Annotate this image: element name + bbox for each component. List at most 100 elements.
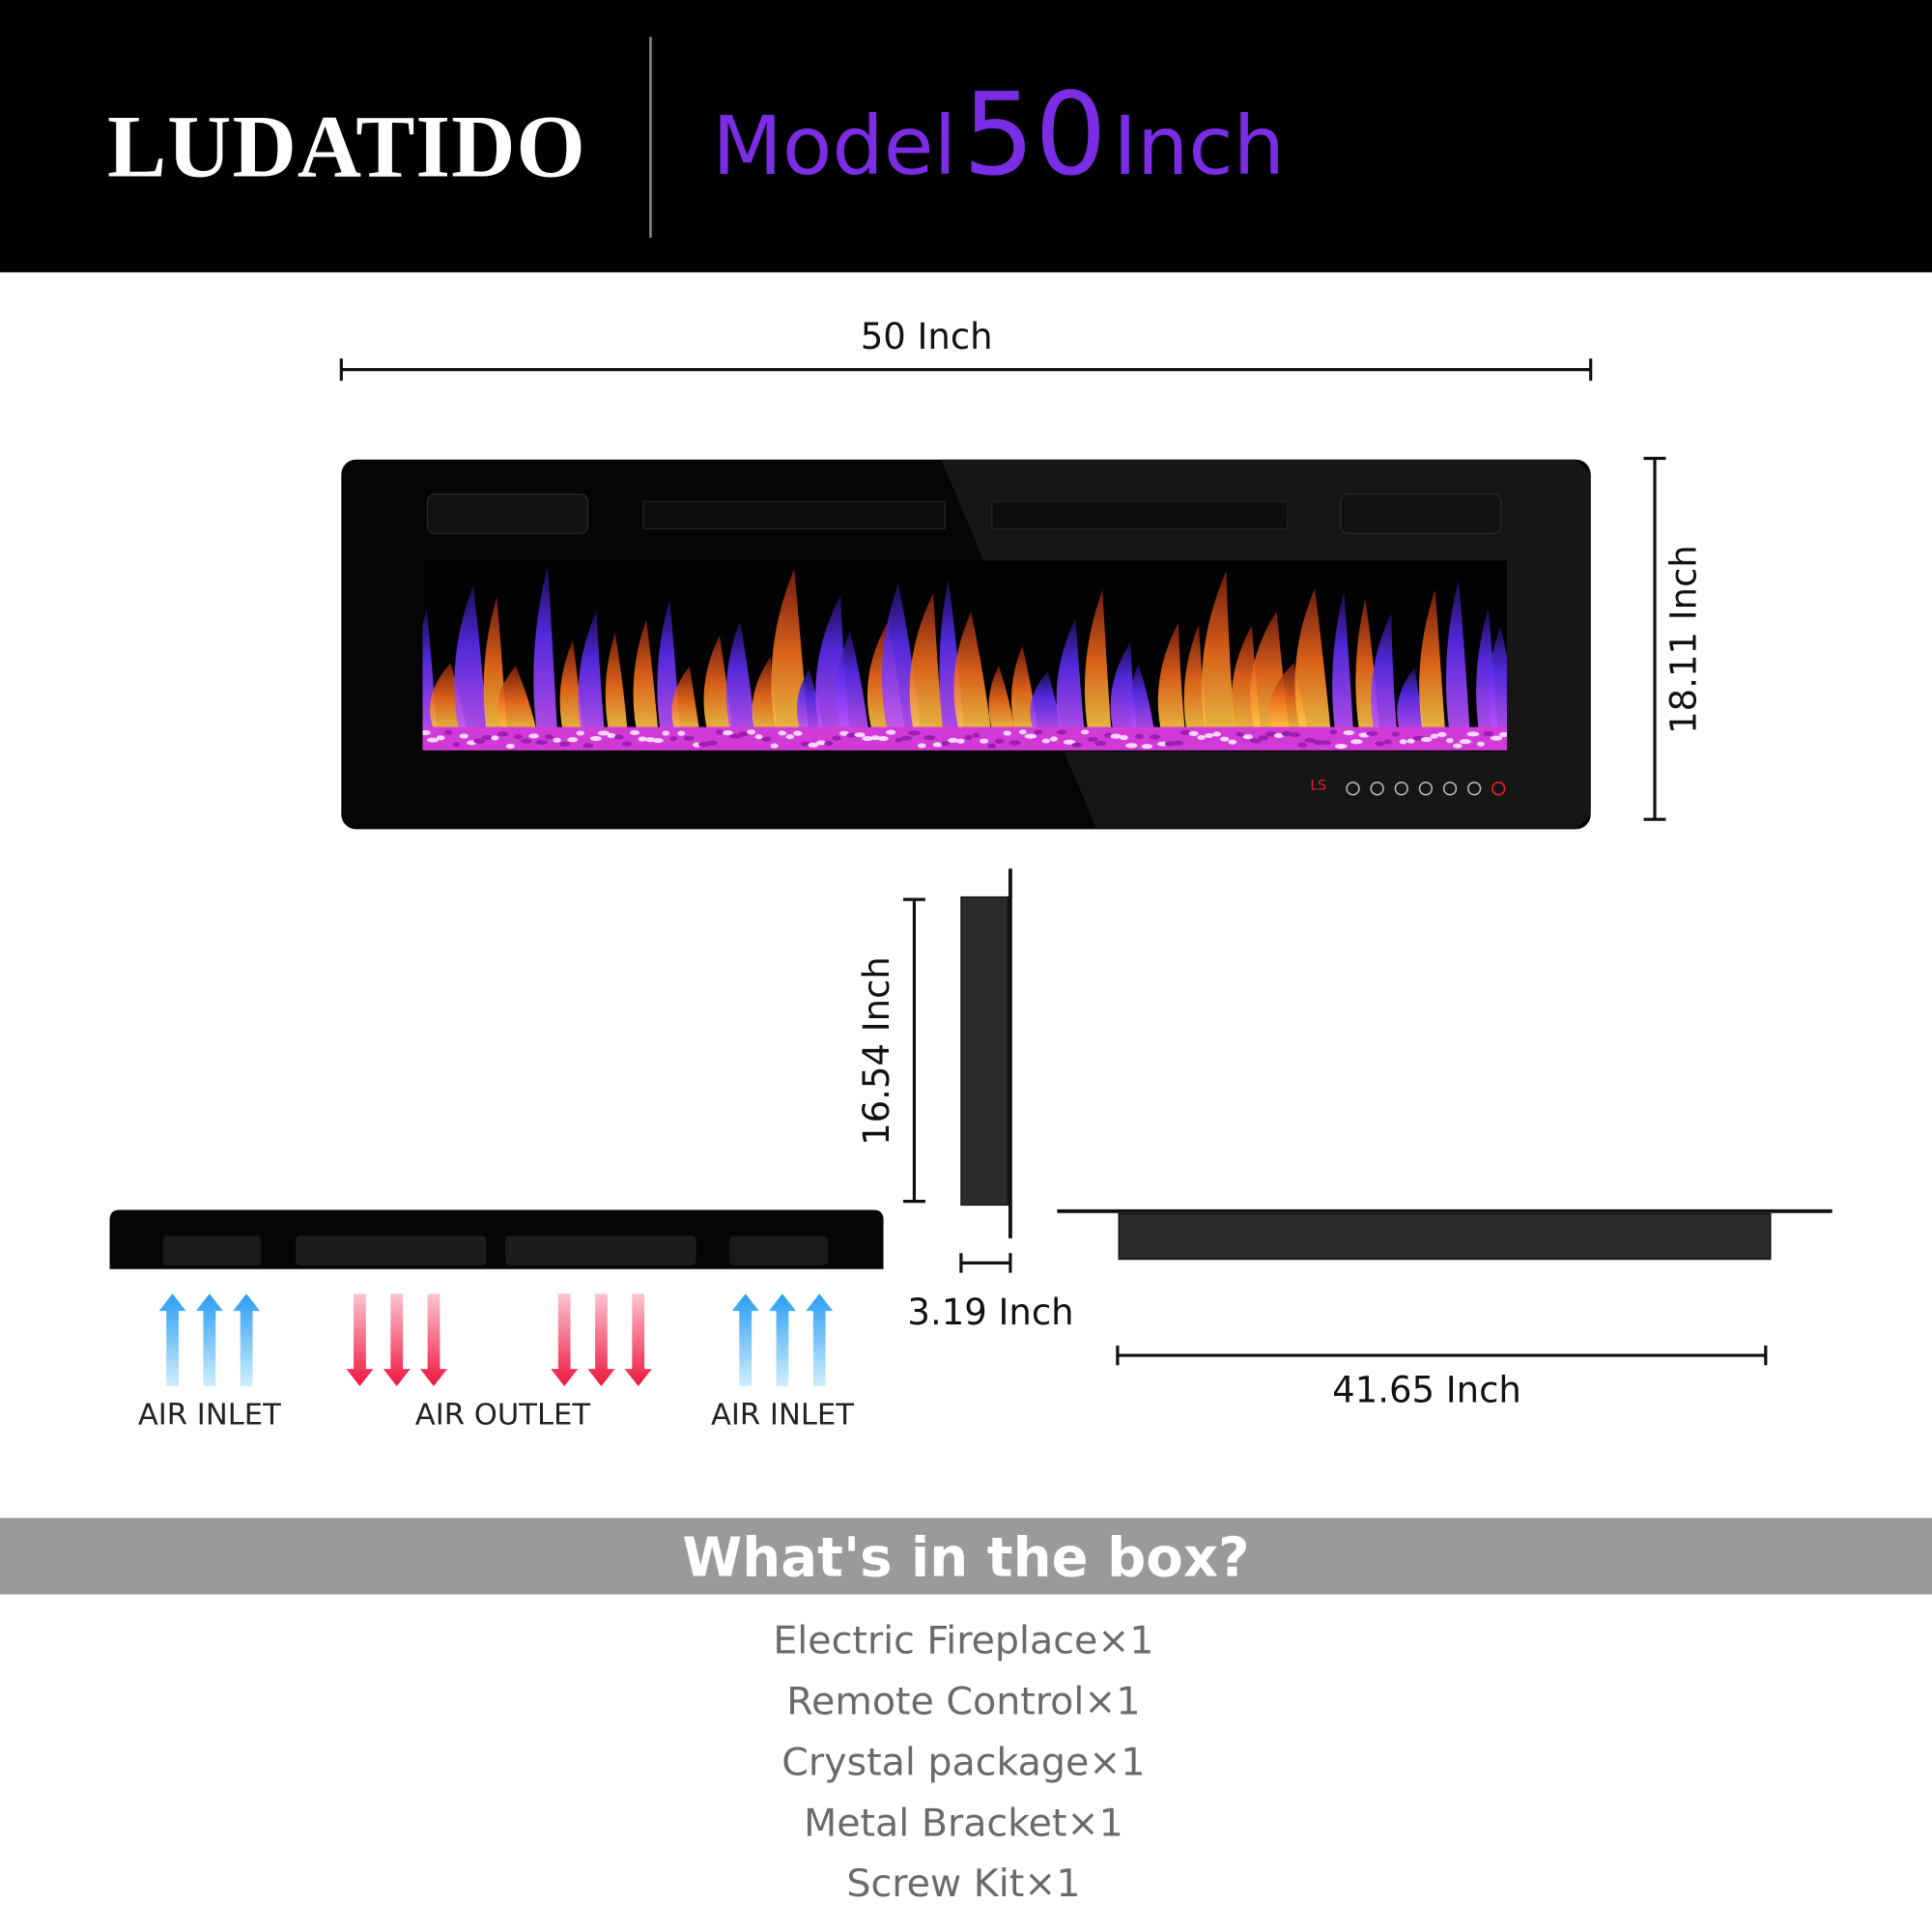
control-button (1394, 781, 1408, 796)
crystal (964, 734, 973, 741)
flame (703, 635, 733, 733)
outlet-arrow (383, 1293, 411, 1386)
crystal (589, 735, 602, 742)
crystal (683, 735, 695, 741)
inlet-arrow (233, 1293, 261, 1386)
inlet-arrow (806, 1293, 834, 1386)
crystal (1024, 733, 1037, 739)
dim-inner-height: 16.54 Inch (856, 956, 897, 1146)
crystal (1236, 731, 1244, 737)
crystal (576, 730, 584, 736)
outlet-arrow (587, 1293, 615, 1386)
crystal (854, 732, 866, 738)
flame (605, 632, 628, 733)
control-button (1418, 781, 1434, 796)
side-view (960, 868, 1012, 1238)
crystal (1179, 729, 1192, 735)
crystal (723, 730, 733, 736)
box-item: Metal Bracket×1 (804, 1801, 1123, 1845)
flame (1397, 668, 1425, 733)
crystal (1080, 729, 1090, 735)
crystal (707, 740, 718, 746)
crystal (1375, 741, 1385, 747)
crystal (948, 737, 958, 743)
crystal (980, 738, 989, 744)
crystal (638, 736, 647, 742)
crystal (1094, 740, 1107, 747)
crystal (1350, 739, 1363, 745)
crystal (792, 730, 803, 736)
crystal (956, 738, 965, 744)
flame (988, 666, 1015, 733)
crystal (1071, 742, 1083, 748)
crystal (1329, 729, 1338, 735)
crystal (1018, 729, 1027, 735)
crystal (831, 735, 841, 741)
crystal (669, 736, 678, 742)
crystal (1125, 743, 1138, 749)
outlet-arrow (346, 1293, 374, 1386)
crystal (778, 730, 786, 736)
crystal (582, 743, 594, 749)
inlet-arrow (768, 1293, 796, 1386)
inlet-arrow (158, 1293, 186, 1386)
outlet-arrow (551, 1293, 579, 1386)
crystal (544, 734, 554, 740)
flame (671, 666, 700, 733)
crystal (737, 731, 750, 737)
crystal (1119, 735, 1128, 741)
crystal (917, 743, 926, 749)
crystal (1258, 735, 1269, 741)
crystal (1445, 738, 1454, 744)
flame (752, 657, 778, 733)
crystal (558, 741, 571, 747)
crystal (1343, 729, 1355, 736)
crystal (1297, 742, 1307, 748)
flame (836, 631, 869, 733)
model-title: Model 50 Inch (712, 69, 1285, 201)
crystal (553, 737, 561, 743)
dim-inner-width-line (1116, 1345, 1768, 1366)
crystal (520, 738, 532, 744)
crystal (1483, 730, 1494, 736)
dim-height: 18.11 Inch (1662, 545, 1704, 734)
crystal (1406, 738, 1415, 744)
crystal (452, 742, 461, 748)
crystal (941, 741, 950, 747)
crystal (1436, 731, 1447, 737)
crystal (715, 729, 725, 735)
crystal (662, 730, 669, 736)
crystal (994, 738, 1005, 744)
header-bar (0, 0, 1932, 272)
crystal (895, 737, 903, 743)
flame (1183, 624, 1207, 733)
crystal (1049, 736, 1059, 742)
box-item: Screw Kit×1 (846, 1861, 1080, 1906)
crystal (1205, 732, 1214, 739)
crystal (1110, 733, 1122, 739)
flame (559, 639, 584, 733)
crystal (1212, 731, 1221, 737)
flame (1030, 671, 1064, 733)
control-button (1492, 781, 1506, 796)
crystal (444, 729, 453, 735)
crystal (1289, 732, 1300, 738)
crystal (1459, 739, 1471, 745)
crystal (1498, 731, 1507, 738)
flame (633, 619, 659, 733)
crystal (1420, 736, 1433, 743)
crystal (1228, 739, 1237, 745)
crystal (1063, 739, 1076, 745)
crystal (621, 741, 633, 747)
control-button (1467, 781, 1482, 796)
crystal (1453, 743, 1463, 749)
crystal (886, 729, 896, 735)
inlet-arrow (731, 1293, 759, 1386)
flame (1056, 618, 1085, 733)
flame (909, 592, 944, 733)
bottom-view (1057, 1208, 1833, 1261)
flame (1201, 571, 1236, 733)
crystal (607, 732, 616, 738)
crystal (862, 736, 873, 742)
